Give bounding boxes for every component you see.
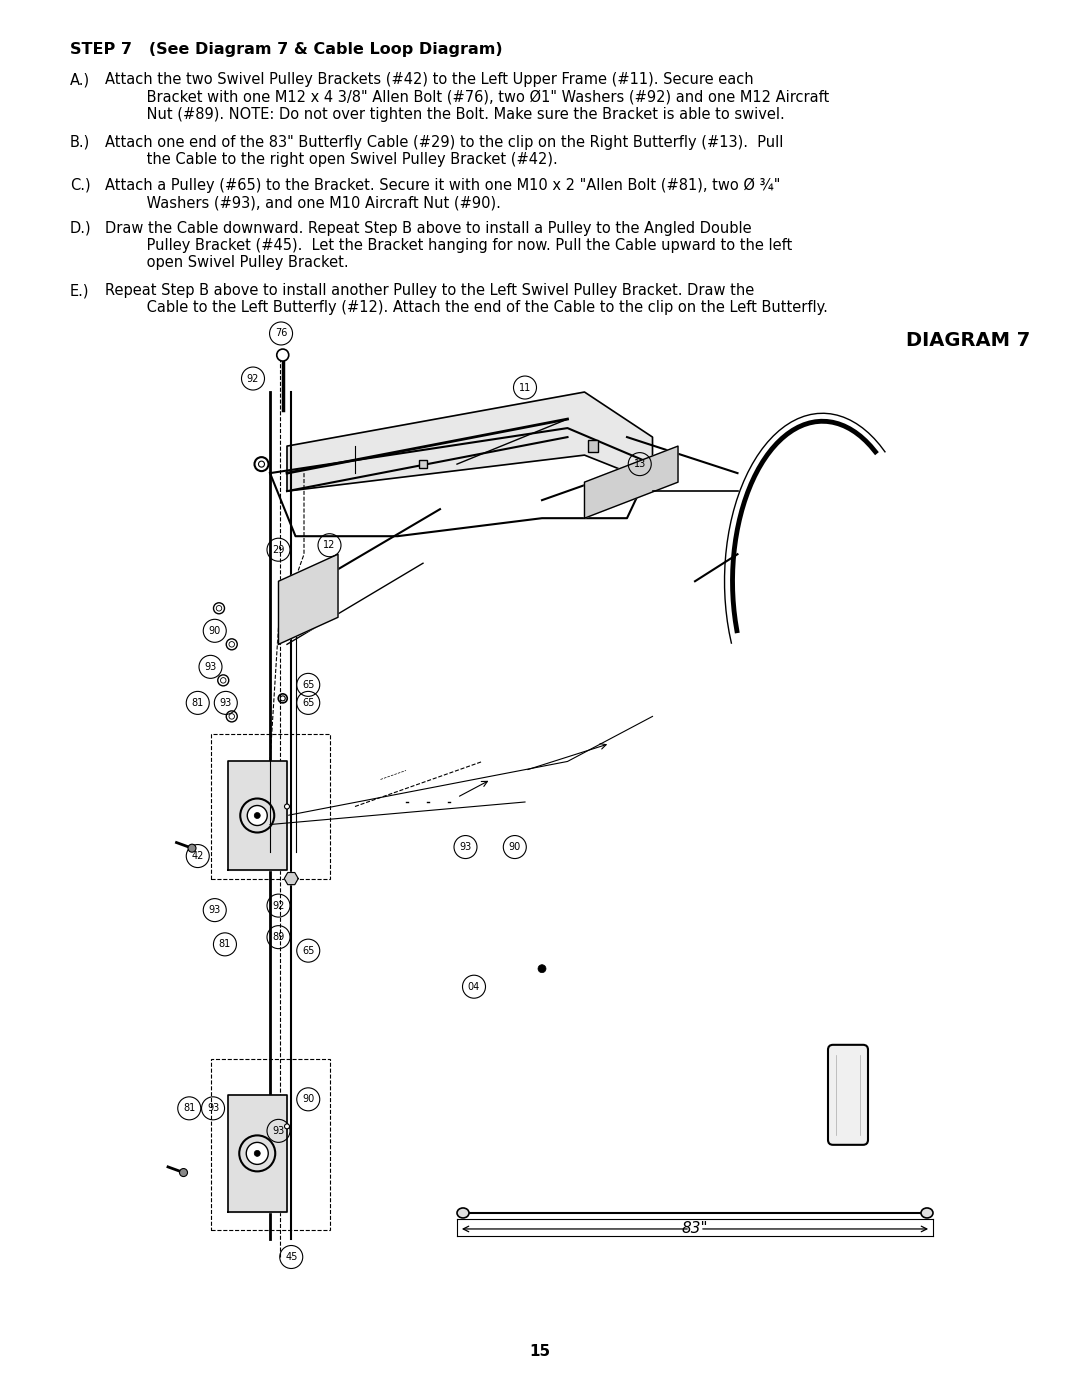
- Text: 13: 13: [634, 460, 646, 469]
- Text: 90: 90: [509, 842, 521, 852]
- Text: 90: 90: [208, 626, 221, 636]
- Circle shape: [254, 813, 260, 819]
- Text: 93: 93: [219, 698, 232, 708]
- Circle shape: [538, 965, 546, 972]
- Text: C.): C.): [70, 177, 91, 193]
- Circle shape: [276, 349, 288, 360]
- Circle shape: [280, 696, 285, 701]
- Text: Attach one end of the 83" Butterfly Cable (#29) to the clip on the Right Butterf: Attach one end of the 83" Butterfly Cabl…: [105, 134, 783, 166]
- Text: 04: 04: [468, 982, 481, 992]
- Circle shape: [246, 1143, 268, 1164]
- Text: D.): D.): [70, 221, 92, 236]
- Text: 12: 12: [323, 541, 336, 550]
- Text: 93: 93: [204, 662, 217, 672]
- Bar: [211, 1059, 329, 1229]
- Text: E.): E.): [70, 284, 90, 298]
- Text: 29: 29: [272, 545, 285, 555]
- Text: Repeat Step B above to install another Pulley to the Left Swivel Pulley Bracket.: Repeat Step B above to install another P…: [105, 284, 828, 316]
- Text: Attach a Pulley (#65) to the Bracket. Secure it with one M10 x 2 "Allen Bolt (#8: Attach a Pulley (#65) to the Bracket. Se…: [105, 177, 781, 210]
- Text: DIAGRAM 7: DIAGRAM 7: [906, 331, 1030, 351]
- Polygon shape: [228, 1095, 287, 1213]
- Ellipse shape: [457, 1208, 469, 1218]
- Text: STEP 7   (See Diagram 7 & Cable Loop Diagram): STEP 7 (See Diagram 7 & Cable Loop Diagr…: [70, 42, 502, 57]
- Text: Attach the two Swivel Pulley Brackets (#42) to the Left Upper Frame (#11). Secur: Attach the two Swivel Pulley Brackets (#…: [105, 73, 829, 122]
- Text: 92: 92: [272, 901, 285, 911]
- FancyBboxPatch shape: [419, 460, 427, 468]
- Polygon shape: [279, 555, 338, 644]
- Circle shape: [179, 1168, 188, 1176]
- Circle shape: [254, 1150, 260, 1157]
- Text: 42: 42: [191, 851, 204, 861]
- Text: 76: 76: [275, 328, 287, 338]
- Text: 83": 83": [681, 1221, 708, 1236]
- Polygon shape: [287, 393, 652, 492]
- Text: 45: 45: [285, 1252, 297, 1261]
- Text: 65: 65: [302, 698, 314, 708]
- Circle shape: [247, 806, 267, 826]
- Text: 93: 93: [207, 1104, 219, 1113]
- Text: 81: 81: [191, 698, 204, 708]
- Ellipse shape: [921, 1208, 933, 1218]
- Text: 15: 15: [529, 1344, 551, 1359]
- Text: A.): A.): [70, 73, 90, 87]
- Text: 81: 81: [184, 1104, 195, 1113]
- Text: 92: 92: [247, 373, 259, 384]
- Text: 93: 93: [208, 905, 221, 915]
- Text: 11: 11: [518, 383, 531, 393]
- Circle shape: [284, 1123, 289, 1129]
- FancyBboxPatch shape: [588, 440, 598, 453]
- Text: 65: 65: [302, 680, 314, 690]
- Polygon shape: [584, 446, 678, 518]
- Circle shape: [284, 805, 289, 809]
- Circle shape: [188, 844, 195, 852]
- Polygon shape: [228, 761, 287, 869]
- Text: 93: 93: [459, 842, 472, 852]
- Text: 90: 90: [302, 1094, 314, 1104]
- FancyBboxPatch shape: [828, 1045, 868, 1144]
- Text: 89: 89: [272, 932, 285, 942]
- Bar: [211, 735, 329, 879]
- Text: Draw the Cable downward. Repeat Step B above to install a Pulley to the Angled D: Draw the Cable downward. Repeat Step B a…: [105, 221, 793, 270]
- Text: 65: 65: [302, 946, 314, 956]
- Text: 81: 81: [219, 939, 231, 950]
- Text: B.): B.): [70, 134, 91, 149]
- Polygon shape: [284, 873, 298, 884]
- Text: 93: 93: [272, 1126, 285, 1136]
